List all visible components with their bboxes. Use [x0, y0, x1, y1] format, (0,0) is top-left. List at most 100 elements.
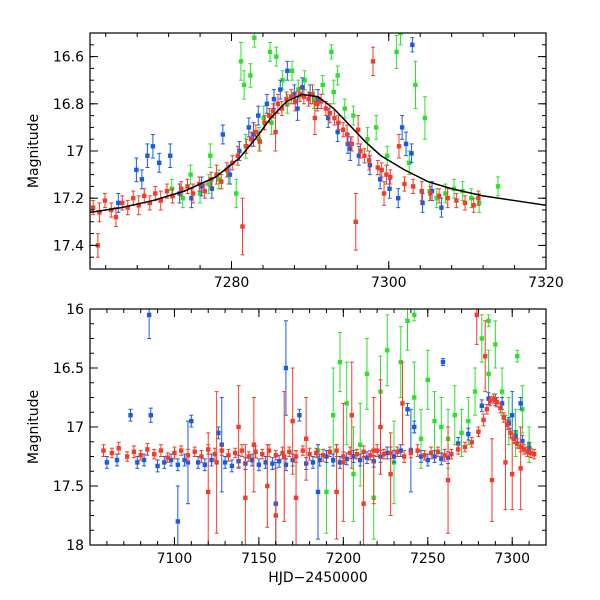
bottom-red-point-52	[455, 447, 461, 452]
bottom-blue-point-70	[510, 413, 515, 418]
top-green-point-28	[365, 137, 370, 142]
bottom-data-layer	[101, 309, 537, 545]
bottom-blue-point-6	[155, 463, 160, 469]
top-red-point-36	[279, 106, 285, 111]
top-blue-point-24	[326, 115, 331, 121]
bottom-blue-point-58	[520, 438, 525, 444]
bottom-red-point-30	[307, 451, 312, 457]
bottom-red-point-93	[483, 354, 488, 359]
top-green-point-21	[302, 78, 307, 83]
top-red-point-67	[436, 193, 442, 199]
top-green-point-43	[495, 184, 501, 189]
bottom-red-point-19	[233, 450, 238, 456]
top-red-point-46	[323, 106, 329, 111]
bottom-blue-point-51	[466, 431, 471, 437]
top-series-red	[90, 46, 481, 258]
bottom-green-point-1	[324, 489, 329, 495]
bottom-blue-point-42	[398, 448, 403, 453]
bottom-red-point-83	[334, 489, 339, 495]
bottom-red-point-77	[265, 483, 270, 489]
bottom-red-point-40	[374, 448, 380, 453]
top-green-point-41	[469, 196, 474, 201]
top-green-point-19	[289, 68, 295, 73]
bottom-green-point-33	[486, 318, 491, 323]
bottom-red-point-5	[138, 453, 143, 458]
bottom-blue-point-20	[249, 457, 255, 463]
top-green-point-46	[331, 89, 336, 95]
bottom-red-point-95	[503, 460, 508, 465]
bottom-blue-point-30	[317, 457, 322, 463]
top-blue-point-33	[403, 141, 409, 147]
top-green-point-38	[443, 191, 448, 196]
top-green-point-3	[197, 191, 203, 196]
top-blue-point-34	[409, 151, 414, 156]
top-blue-point-31	[395, 196, 401, 201]
bottom-red-point-76	[251, 442, 257, 447]
bottom-blue-point-36	[358, 457, 363, 463]
bottom-green-point-24	[479, 336, 485, 341]
bottom-red-point-51	[449, 451, 454, 457]
bottom-red-point-27	[287, 449, 292, 454]
top-blue-point-13	[237, 148, 242, 154]
bottom-blue-point-45	[418, 454, 424, 459]
top-y-axis-label: Magnitude	[26, 114, 42, 188]
top-red-point-48	[332, 115, 337, 121]
bottom-green-point-17	[432, 418, 437, 424]
top-series-green	[169, 33, 501, 213]
top-red-point-43	[310, 92, 315, 97]
bottom-red-point-10	[172, 450, 177, 456]
bottom-red-point-0	[101, 448, 106, 453]
bottom-red-point-14	[199, 454, 204, 459]
top-blue-point-18	[278, 87, 283, 92]
top-blue-point-9	[199, 184, 204, 189]
bottom-blue-point-65	[219, 442, 224, 447]
bottom-blue-point-50	[455, 441, 461, 446]
bottom-green-point-27	[499, 389, 505, 394]
top-xtick-label-1: 7300	[371, 275, 407, 291]
bottom-red-point-80	[290, 418, 295, 424]
bottom-green-point-22	[466, 418, 471, 424]
top-ytick-label-3: 17.2	[53, 191, 84, 207]
bottom-blue-point-35	[351, 454, 356, 459]
bottom-red-point-3	[124, 454, 130, 459]
top-red-point-68	[445, 196, 450, 201]
top-red-point-55	[362, 153, 367, 158]
top-blue-point-35	[410, 42, 415, 47]
bottom-blue-point-48	[439, 456, 444, 462]
top-blue-point-37	[429, 188, 435, 194]
top-blue-point-32	[399, 125, 405, 130]
top-blue-point-10	[209, 186, 215, 191]
bottom-red-point-68	[521, 447, 527, 452]
bottom-red-point-25	[273, 453, 278, 458]
bottom-xtick-label-0: 7100	[157, 551, 193, 567]
top-blue-point-25	[335, 129, 340, 135]
bottom-xtick-label-1: 7150	[241, 551, 277, 567]
bottom-red-point-17	[219, 448, 224, 453]
top-blue-point-41	[348, 146, 353, 151]
bottom-red-point-18	[226, 453, 231, 458]
bottom-red-point-22	[253, 449, 258, 454]
bottom-red-point-60	[494, 400, 500, 405]
bottom-green-point-25	[486, 371, 491, 377]
bottom-red-point-50	[442, 453, 447, 458]
bottom-red-point-44	[401, 454, 407, 459]
top-xtick-label-0: 7280	[214, 275, 250, 291]
top-red-point-52	[349, 141, 355, 147]
top-blue-point-30	[387, 186, 392, 191]
top-red-point-66	[428, 191, 433, 196]
bottom-blue-point-2	[128, 413, 133, 418]
bottom-blue-point-46	[425, 457, 430, 463]
top-green-point-4	[206, 181, 211, 187]
bottom-red-point-23	[260, 451, 265, 457]
top-blue-point-27	[356, 153, 362, 158]
top-red-point-74	[312, 115, 318, 121]
top-green-point-32	[398, 33, 403, 36]
top-green-point-34	[413, 82, 418, 88]
bottom-blue-point-21	[256, 462, 262, 467]
bottom-red-point-66	[515, 441, 520, 446]
top-red-point-34	[270, 108, 276, 114]
top-red-point-6	[125, 205, 130, 210]
top-green-point-9	[241, 82, 247, 88]
bottom-ytick-label-0: 16	[66, 302, 84, 318]
bottom-red-point-31	[314, 450, 319, 456]
